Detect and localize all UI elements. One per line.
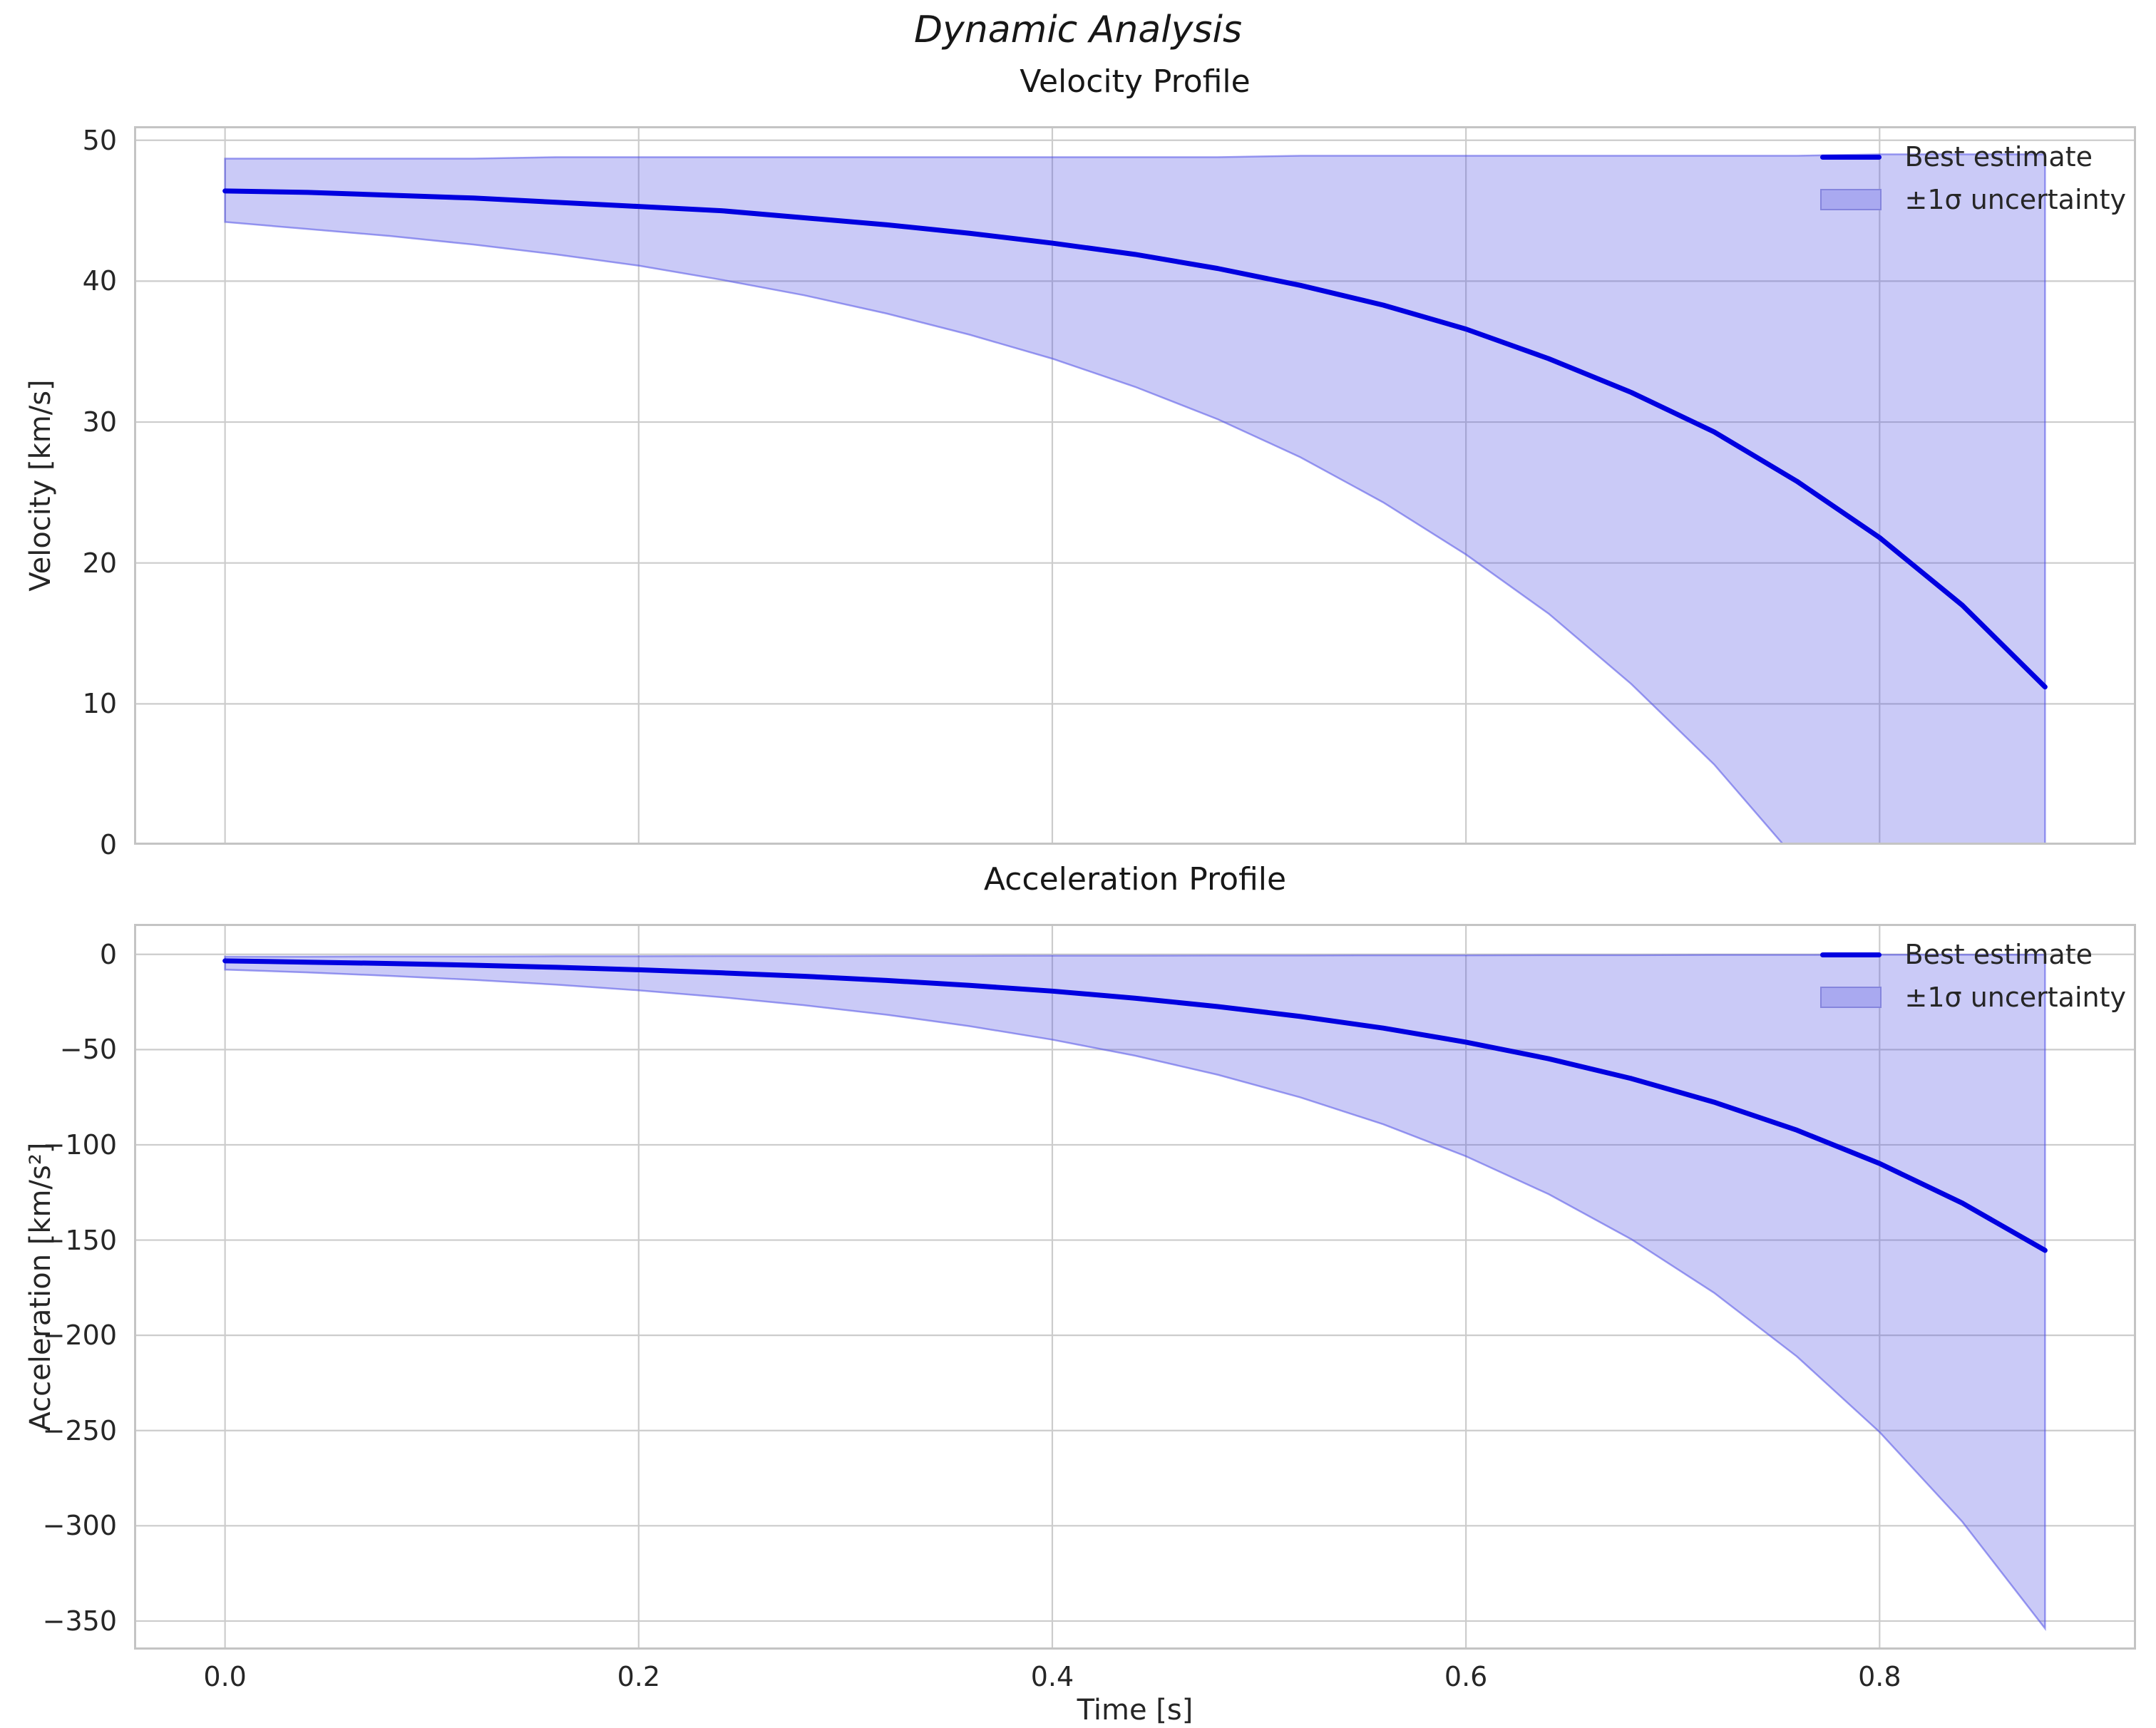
legend-entry-uncertainty: ±1σ uncertainty [1819, 979, 2126, 1015]
y-tick-label: 0 [99, 829, 117, 860]
acceleration-uncertainty-band [224, 954, 2046, 1631]
legend-entry-best-estimate: Best estimate [1819, 937, 2126, 972]
x-tick-label: 0.0 [203, 1661, 247, 1692]
y-tick-label: −150 [42, 1224, 117, 1256]
velocity-legend: Best estimate ±1σ uncertainty [1819, 139, 2126, 217]
legend-label-best-estimate: Best estimate [1904, 141, 2093, 173]
y-tick-label: −250 [42, 1414, 117, 1446]
acceleration-legend: Best estimate ±1σ uncertainty [1819, 937, 2126, 1015]
legend-label-uncertainty: ±1σ uncertainty [1904, 184, 2126, 215]
velocity-best-estimate-line [222, 188, 2048, 690]
figure-suptitle: Dynamic Analysis [913, 9, 1243, 51]
best-estimate-line-swatch-icon [1819, 154, 1882, 160]
velocity-plot-area [134, 126, 2136, 845]
velocity-axes-spines [134, 126, 2136, 845]
velocity-y-axis-label: Velocity [km/s] [24, 379, 57, 592]
acceleration-chart: Acceleration Profile Acceleration [km/s²… [24, 861, 2136, 1727]
x-tick-label: 0.6 [1444, 1661, 1488, 1692]
x-tick-label: 0.4 [1030, 1661, 1074, 1692]
velocity-plot-canvas [134, 126, 2136, 845]
y-tick-label: −300 [42, 1510, 117, 1542]
acceleration-plot-canvas [134, 924, 2136, 1650]
acceleration-best-estimate-line [222, 958, 2048, 1253]
y-tick-label: 10 [82, 688, 117, 720]
y-tick-label: −50 [59, 1034, 117, 1066]
acceleration-plot-area [134, 924, 2136, 1650]
y-tick-label: 40 [82, 265, 117, 297]
y-tick-label: 0 [99, 938, 117, 970]
velocity-uncertainty-band [224, 153, 2046, 845]
y-tick-label: −100 [42, 1128, 117, 1161]
uncertainty-band-swatch-icon [1819, 189, 1882, 210]
legend-entry-uncertainty: ±1σ uncertainty [1819, 182, 2126, 217]
x-tick-label: 0.2 [617, 1661, 661, 1692]
acceleration-axes-spines [134, 924, 2136, 1650]
y-tick-label: 20 [82, 547, 117, 579]
y-tick-label: 30 [82, 406, 117, 438]
legend-label-uncertainty: ±1σ uncertainty [1904, 982, 2126, 1013]
x-tick-label: 0.8 [1858, 1661, 1901, 1692]
best-estimate-line-swatch-icon [1819, 952, 1882, 957]
y-tick-label: −350 [42, 1605, 117, 1637]
acceleration-y-axis-label: Acceleration [km/s²] [24, 1142, 57, 1431]
velocity-chart-title: Velocity Profile [1020, 63, 1251, 100]
y-tick-label: −200 [42, 1320, 117, 1352]
acceleration-chart-title: Acceleration Profile [983, 861, 1287, 898]
legend-label-best-estimate: Best estimate [1904, 939, 2093, 970]
x-axis-label: Time [s] [1077, 1694, 1194, 1727]
velocity-chart: Velocity Profile Velocity [km/s] Best es… [24, 63, 2136, 860]
y-tick-label: 50 [82, 124, 117, 156]
uncertainty-band-swatch-icon [1819, 987, 1882, 1008]
legend-entry-best-estimate: Best estimate [1819, 139, 2126, 175]
